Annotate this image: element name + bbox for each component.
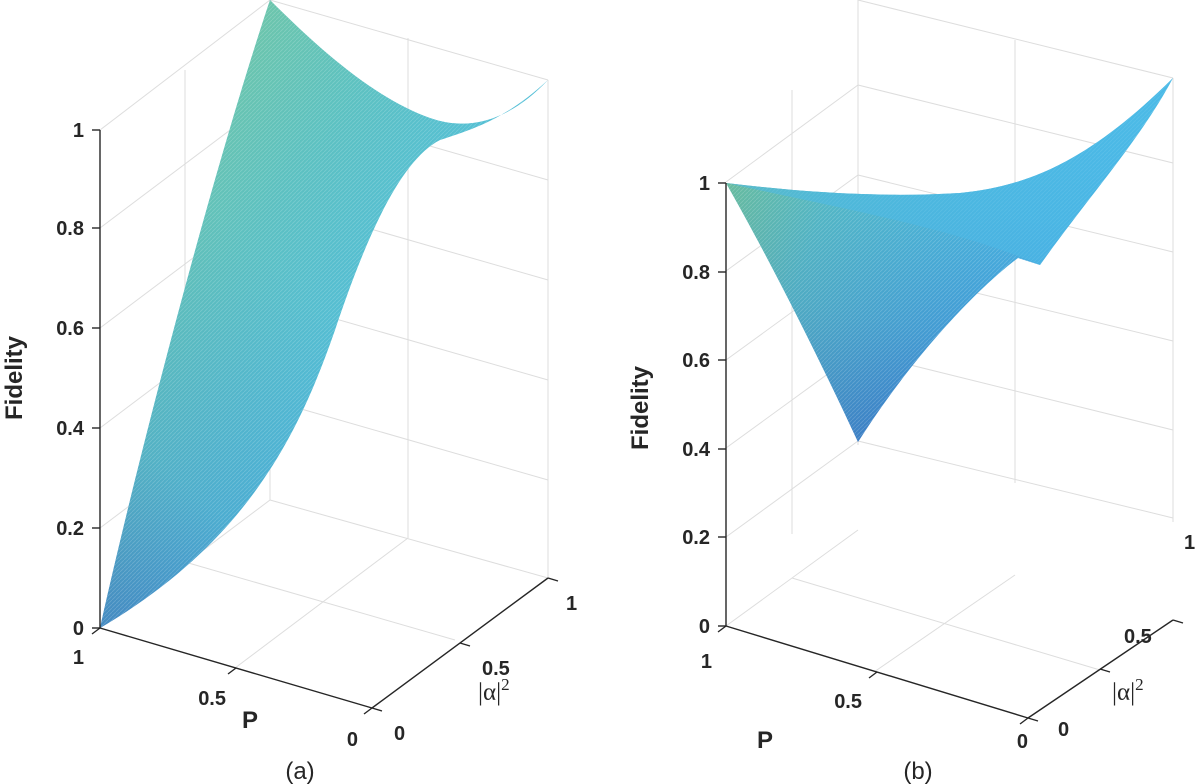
ztick-label: 0 bbox=[73, 618, 84, 640]
surface-panel-b bbox=[726, 78, 1173, 442]
surface-panel-a bbox=[100, 0, 548, 628]
ztick-label: 0.8 bbox=[56, 218, 84, 240]
ztick-label: 0.4 bbox=[56, 418, 85, 440]
ztick-label: 0.8 bbox=[682, 262, 710, 284]
xtick-label: 1 bbox=[701, 651, 712, 673]
ztick-label: 0.6 bbox=[56, 318, 84, 340]
axes-panel-a bbox=[91, 129, 559, 715]
ylabel-panel-a: |α|2 bbox=[478, 675, 510, 706]
ytick-label: 1 bbox=[566, 593, 577, 615]
grid-panel-b bbox=[725, 0, 1174, 719]
xtick-label: 1 bbox=[73, 647, 84, 669]
ztick-label: 0.2 bbox=[56, 518, 84, 540]
xlabel-panel-b: P bbox=[757, 727, 773, 754]
xlabel-panel-a: P bbox=[242, 707, 258, 734]
yticks-panel-b: 0 0.5 1 bbox=[1058, 532, 1195, 741]
axes-panel-b bbox=[717, 182, 1184, 725]
zlabel-panel-b: Fidelity bbox=[627, 365, 654, 450]
ztick-label: 0 bbox=[699, 616, 710, 638]
xtick-label: 0 bbox=[1017, 731, 1028, 753]
ztick-label: 0.4 bbox=[682, 439, 711, 461]
chart-panel-b: 1 0.8 0.6 0.4 0.2 0 1 0.5 0 0 0.5 1 Fide… bbox=[627, 0, 1195, 784]
xtick-label: 0 bbox=[347, 729, 358, 751]
ytick-label: 1 bbox=[1184, 532, 1195, 554]
ztick-label: 1 bbox=[73, 120, 84, 142]
zticks-panel-b: 1 0.8 0.6 0.4 0.2 0 bbox=[682, 173, 711, 638]
ztick-label: 0.6 bbox=[682, 350, 710, 372]
ytick-label: 0 bbox=[1058, 719, 1069, 741]
ztick-label: 1 bbox=[699, 173, 710, 195]
ytick-label: 0.5 bbox=[482, 658, 510, 680]
zlabel-panel-a: Fidelity bbox=[1, 335, 28, 420]
ylabel-panel-b: |α|2 bbox=[1112, 675, 1144, 706]
yticks-panel-a: 0 0.5 1 bbox=[394, 593, 577, 745]
zticks-panel-a: 1 0.8 0.6 0.4 0.2 0 bbox=[56, 120, 85, 640]
ytick-label: 0 bbox=[394, 723, 405, 745]
xtick-label: 0.5 bbox=[834, 691, 862, 713]
xticks-panel-a: 1 0.5 0 bbox=[73, 647, 358, 751]
xticks-panel-b: 1 0.5 0 bbox=[701, 651, 1028, 753]
caption-panel-a: (a) bbox=[285, 758, 314, 784]
caption-panel-b: (b) bbox=[903, 758, 932, 784]
ztick-label: 0.2 bbox=[682, 527, 710, 549]
chart-panel-a: 1 0.8 0.6 0.4 0.2 0 1 0.5 0 0 0.5 1 Fide… bbox=[1, 0, 577, 784]
xtick-label: 0.5 bbox=[198, 688, 226, 710]
ytick-label: 0.5 bbox=[1124, 626, 1152, 648]
